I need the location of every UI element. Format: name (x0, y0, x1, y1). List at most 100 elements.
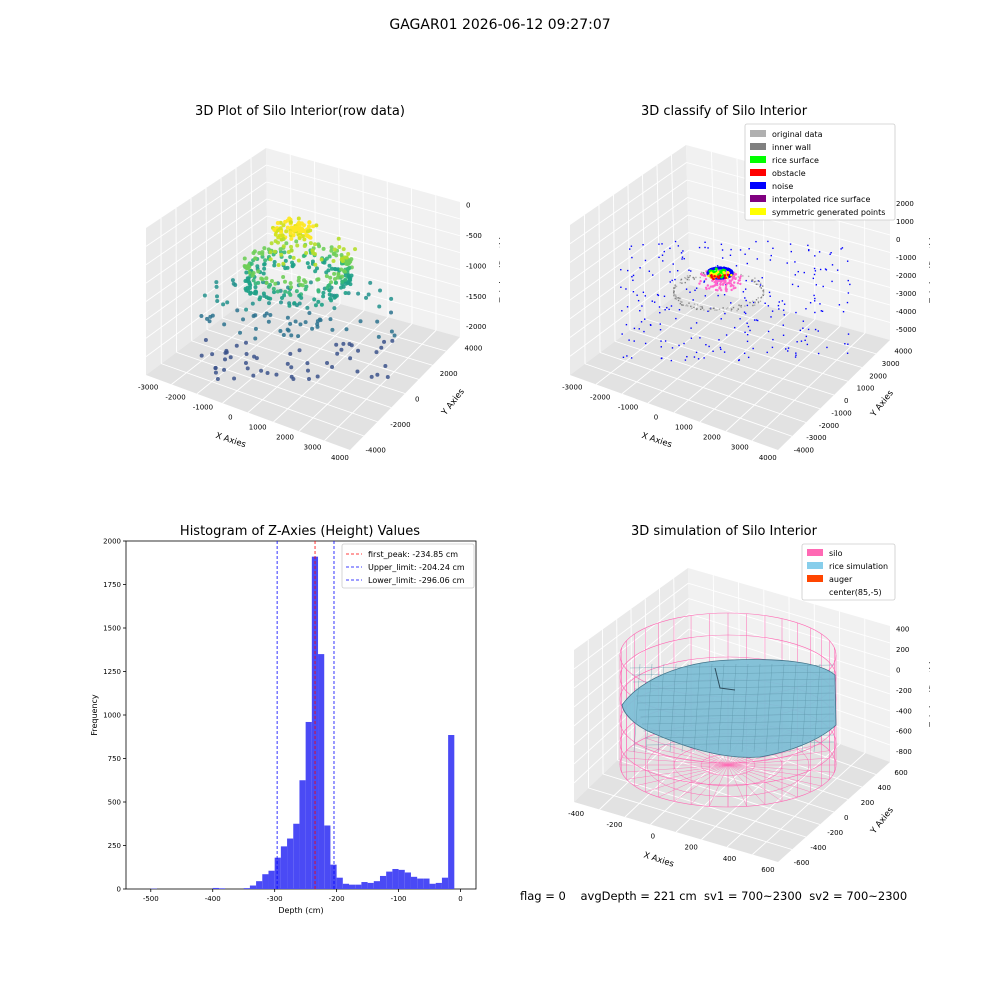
data-point (330, 364, 335, 369)
noise-point (678, 309, 681, 311)
grid-line (674, 295, 877, 355)
noise-point (626, 306, 629, 308)
noise-point (803, 271, 805, 274)
histogram-bar (299, 780, 306, 889)
mesh-line (640, 713, 835, 718)
z-tick-label: 1000 (896, 218, 914, 226)
noise-point (794, 356, 797, 358)
data-point (382, 339, 387, 344)
noise-point (718, 266, 722, 270)
data-point (279, 252, 284, 257)
interpolated-point (718, 287, 721, 290)
wall-point (674, 297, 677, 300)
interpolated-point (704, 277, 708, 281)
legend-swatch (750, 143, 766, 150)
data-point (276, 240, 281, 245)
noise-point (664, 340, 667, 342)
data-point (282, 279, 287, 284)
y-tick-label: 0 (844, 814, 848, 822)
histogram-bar (367, 882, 374, 889)
noise-point (743, 311, 746, 313)
x-tick-label: -2000 (590, 393, 610, 401)
noise-point (759, 284, 762, 286)
histogram-bar (429, 883, 436, 889)
interpolated-point (732, 284, 735, 288)
noise-point (847, 292, 850, 294)
noise-point (705, 343, 707, 346)
noise-point (637, 299, 640, 302)
noise-point (808, 249, 810, 252)
y-tick-label: -1000 (831, 409, 851, 417)
noise-point (621, 333, 623, 335)
interpolated-point (722, 279, 726, 283)
z-tick-label: 0 (896, 667, 900, 675)
data-point (224, 348, 229, 353)
noise-point (831, 280, 833, 283)
data-point (385, 374, 390, 379)
noise-point (628, 339, 630, 341)
noise-point (747, 325, 750, 328)
data-point (305, 361, 310, 366)
data-point (289, 244, 294, 249)
noise-point (733, 326, 736, 329)
y-tick-label: -4000 (366, 446, 386, 454)
legend-swatch (750, 182, 766, 189)
data-point (334, 342, 339, 347)
noise-point (661, 254, 664, 256)
data-point (307, 224, 312, 229)
x-tick-label: -3000 (562, 383, 582, 391)
data-point (238, 330, 243, 335)
y-tick-label: 0 (117, 886, 121, 894)
legend-swatch (750, 130, 766, 137)
data-point (307, 265, 312, 270)
x-tick-label: 3000 (304, 444, 322, 452)
legend-label: Upper_limit: -204.24 cm (368, 563, 465, 572)
noise-point (821, 310, 824, 313)
y-tick-label: 4000 (465, 345, 483, 353)
grid-line (573, 628, 690, 727)
noise-point (813, 294, 815, 297)
data-point (289, 285, 294, 290)
z-tick-label: -800 (896, 748, 912, 756)
noise-point (814, 311, 816, 314)
data-point (266, 319, 271, 324)
data-point (273, 249, 278, 254)
noise-point (767, 240, 769, 243)
z-tick-label: -2000 (896, 272, 916, 280)
y-tick-label: 250 (108, 842, 121, 850)
wall-point (737, 308, 739, 310)
noise-point (630, 357, 633, 359)
wall-point (754, 301, 756, 303)
data-point (377, 304, 382, 309)
histogram-bar (361, 882, 368, 889)
data-point (319, 302, 324, 307)
data-point (329, 245, 334, 250)
wall-point (693, 278, 696, 280)
wall-point (673, 289, 675, 292)
y-tick-label: 500 (108, 799, 121, 807)
wall-point (691, 307, 693, 310)
data-point (300, 283, 305, 288)
data-point (331, 251, 336, 256)
simulation-plot-title: 3D simulation of Silo Interior (631, 524, 817, 539)
data-point (327, 288, 332, 293)
wall-point (742, 275, 744, 277)
noise-point (663, 295, 666, 298)
noise-point (658, 243, 660, 245)
data-point (379, 345, 384, 350)
wall-point (679, 300, 682, 303)
data-point (285, 225, 290, 230)
data-point (335, 351, 340, 356)
data-point (358, 319, 363, 324)
wall-point (677, 299, 680, 302)
legend-label: auger (829, 575, 853, 584)
data-point (244, 307, 249, 312)
noise-point (671, 279, 673, 282)
noise-point (846, 352, 849, 354)
y-tick-label: -2000 (819, 422, 839, 430)
histogram-title: Histogram of Z-Axies (Height) Values (179, 524, 421, 539)
data-point (213, 366, 218, 371)
data-point (205, 316, 210, 321)
data-point (268, 250, 273, 255)
data-point (276, 262, 281, 267)
